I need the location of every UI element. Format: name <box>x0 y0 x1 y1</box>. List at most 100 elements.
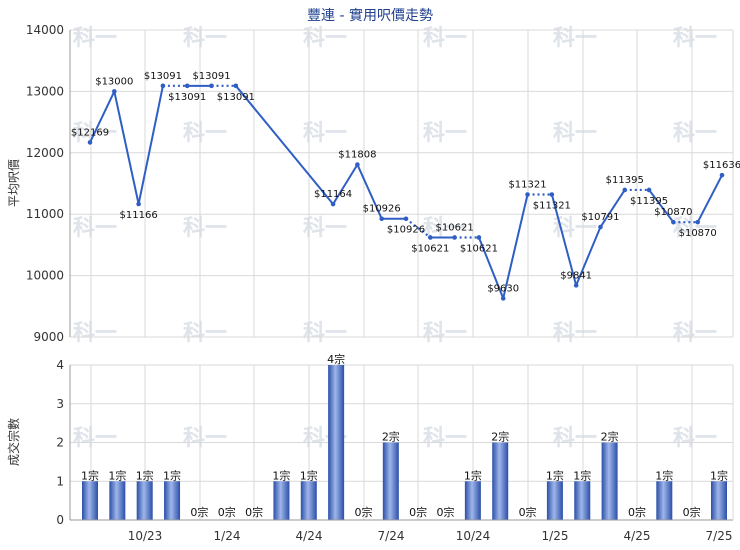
price-y-tick-label: 10000 <box>26 269 64 283</box>
volume-bar-label: 0宗 <box>519 505 537 519</box>
price-point-label: $10621 <box>436 222 474 233</box>
price-point <box>87 140 93 145</box>
price-point-label: $10791 <box>581 212 619 223</box>
volume-bar <box>300 481 317 520</box>
x-tick-label: 4/24 <box>296 529 323 543</box>
price-point-label: $11166 <box>120 210 158 221</box>
watermark-text: 科一 <box>183 426 227 451</box>
watermark-text: 科一 <box>303 321 347 346</box>
volume-bar <box>574 481 591 520</box>
volume-bar-label: 1宗 <box>108 468 126 482</box>
volume-bar-label: 0宗 <box>683 505 701 519</box>
x-tick-label: 1/24 <box>214 529 241 543</box>
volume-y-tick-label: 4 <box>56 358 64 372</box>
price-point <box>695 219 700 225</box>
price-y-tick-label: 14000 <box>26 23 64 37</box>
price-point <box>671 219 676 225</box>
price-point-label: $13091 <box>144 71 182 82</box>
price-y-tick-label: 11000 <box>26 207 64 221</box>
price-point <box>573 283 579 288</box>
volume-bar-label: 1宗 <box>136 468 154 482</box>
watermark-text: 科一 <box>303 216 347 241</box>
price-y-tick-label: 13000 <box>26 84 64 98</box>
watermark-text: 科一 <box>673 216 717 241</box>
price-line-segment <box>356 164 383 220</box>
volume-bar-label: 0宗 <box>628 505 646 519</box>
price-point <box>428 235 433 240</box>
chart-title: 豐連 - 實用呎價走勢 <box>307 7 433 24</box>
x-tick-label: 4/25 <box>624 529 651 543</box>
price-line-segment <box>550 194 578 286</box>
volume-bar <box>273 481 290 520</box>
price-axis-label: 平均呎價 <box>7 159 21 207</box>
price-line-segment <box>648 189 675 223</box>
watermark-text: 科一 <box>673 321 717 346</box>
volume-bar <box>109 481 126 520</box>
watermark-text: 科一 <box>553 426 597 451</box>
volume-bar <box>656 481 673 520</box>
volume-bar-label: 0宗 <box>218 505 236 519</box>
price-point <box>598 224 603 230</box>
price-point-label: $10926 <box>363 204 401 215</box>
price-point-label: $13091 <box>168 92 206 103</box>
watermark-text: 科一 <box>73 321 117 346</box>
volume-y-tick-label: 0 <box>56 513 64 527</box>
price-point-label: $12169 <box>71 127 109 138</box>
x-tick-label: 7/25 <box>706 529 733 543</box>
volume-bar-label: 0宗 <box>245 505 263 519</box>
volume-bar <box>328 365 345 520</box>
volume-bars: 1宗 1宗 1宗 1宗 0宗 0宗 0宗 1宗 1宗 4宗 0宗 2宗 0宗 0宗 1宗 2宗 0宗 1宗 1宗 2宗… <box>81 352 728 520</box>
volume-bar-label: 1宗 <box>163 468 181 482</box>
price-point-label: $9630 <box>487 283 519 294</box>
volume-y-tick-label: 2 <box>56 436 64 450</box>
price-point <box>549 192 555 197</box>
price-point <box>330 201 336 207</box>
price-line-segment <box>89 90 116 143</box>
price-point-label: $10870 <box>679 228 717 239</box>
price-point-label: $11164 <box>314 189 352 200</box>
price-point <box>136 201 141 207</box>
price-point <box>379 216 384 222</box>
price-point-label: $11321 <box>508 179 546 190</box>
price-point-label: $10621 <box>460 243 498 254</box>
price-point <box>403 216 409 222</box>
volume-bar <box>164 481 181 520</box>
price-point-label: $9841 <box>560 270 592 281</box>
watermark-text: 科一 <box>553 321 597 346</box>
price-line-segment <box>113 91 140 205</box>
price-line-segment <box>575 226 602 286</box>
price-line-segment <box>405 217 431 239</box>
watermark-text: 科一 <box>73 426 117 451</box>
watermark-text: 科一 <box>183 121 227 146</box>
volume-bar-label: 1宗 <box>464 468 482 482</box>
price-line-segment <box>502 194 529 299</box>
volume-bar-label: 4宗 <box>327 352 345 366</box>
volume-bar-label: 2宗 <box>601 430 619 444</box>
x-tick-label: 1/25 <box>542 529 569 543</box>
volume-bar-label: 1宗 <box>710 468 728 482</box>
watermark-text: 科一 <box>553 121 597 146</box>
volume-y-tick-label: 1 <box>56 474 64 488</box>
volume-bar-label: 2宗 <box>382 430 400 444</box>
volume-bar-label: 1宗 <box>546 468 564 482</box>
volume-bar <box>546 481 563 520</box>
volume-y-tick-label: 3 <box>56 397 64 411</box>
watermark-text: 科一 <box>423 121 467 146</box>
price-point <box>525 192 530 197</box>
volume-bar-label: 1宗 <box>272 468 290 482</box>
price-point-label: $11808 <box>338 150 376 161</box>
volume-bar <box>601 442 618 520</box>
volume-panel-axes: 0 1 2 3 4 10/23 1/24 4/24 7/24 10/24 1/25 4/25 7/25 <box>56 358 734 543</box>
volume-bar-label: 1宗 <box>300 468 318 482</box>
watermark-text: 科一 <box>183 321 227 346</box>
volume-axis-label: 成交宗數 <box>6 418 21 466</box>
price-point <box>452 235 457 240</box>
price-point <box>160 83 166 89</box>
price-point <box>184 83 190 89</box>
price-line-segment <box>696 174 723 223</box>
volume-bar-label: 0宗 <box>190 505 208 519</box>
watermark-text: 科一 <box>303 121 347 146</box>
